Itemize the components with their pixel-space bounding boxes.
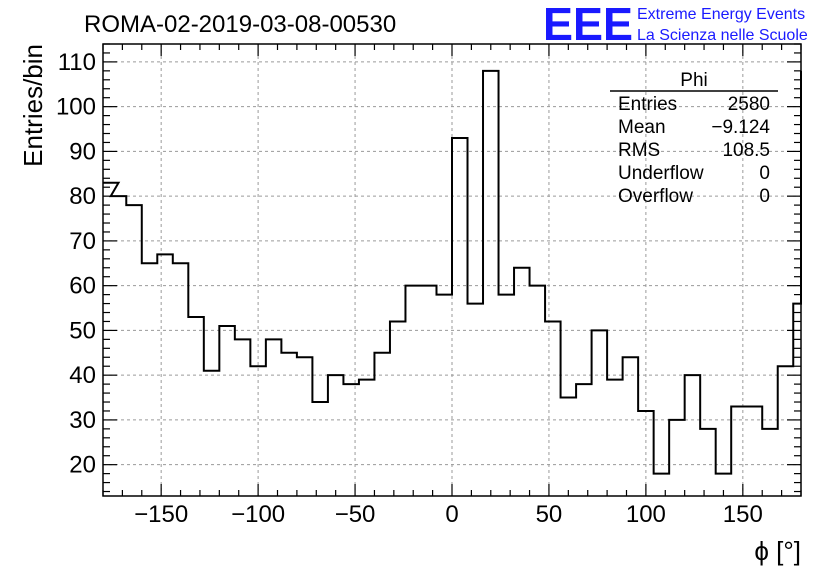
stats-label: Overflow	[618, 186, 693, 207]
eee-logo-mark: EEE	[543, 0, 633, 50]
stats-label: Mean	[618, 117, 666, 138]
stats-box: Phi Entries 2580 Mean −9.124 RMS 108.5 U…	[610, 70, 778, 207]
y-tick-label: 50	[69, 317, 96, 344]
x-tick-label: 50	[536, 501, 563, 528]
x-tick-label: −100	[231, 501, 285, 528]
x-tick-label: 0	[445, 501, 458, 528]
logo-line-1: Extreme Energy Events	[637, 6, 805, 23]
y-axis-label: Entries/bin	[18, 44, 48, 167]
y-tick-label: 70	[69, 228, 96, 255]
y-tick-label: 60	[69, 273, 96, 300]
x-tick-label: −150	[134, 501, 188, 528]
x-tick-labels: −150 −100 −50 0 50 100 150	[134, 501, 763, 528]
y-tick-labels: 20 30 40 50 60 70 80 90 100 110	[56, 49, 96, 479]
chart-title: ROMA-02-2019-03-08-00530	[84, 11, 396, 38]
stats-value: 108.5	[722, 140, 770, 161]
eee-logo: EEE Extreme Energy Events La Scienza nel…	[543, 0, 808, 50]
stats-label: Entries	[618, 94, 677, 115]
axis-ticks	[102, 43, 802, 496]
logo-line-2: La Scienza nelle Scuole	[637, 27, 808, 44]
y-tick-label: 30	[69, 407, 96, 434]
x-tick-label: 150	[723, 501, 763, 528]
x-tick-label: 100	[626, 501, 666, 528]
stats-label: RMS	[618, 140, 660, 161]
y-tick-label: 90	[69, 138, 96, 165]
y-tick-label: 20	[69, 452, 96, 479]
y-tick-label: 40	[69, 362, 96, 389]
histogram-line	[103, 69, 802, 475]
stats-value: 2580	[728, 94, 770, 115]
y-tick-label: 80	[69, 183, 96, 210]
stats-value: 0	[759, 163, 770, 184]
y-tick-label: 110	[58, 49, 96, 76]
x-tick-label: −50	[335, 501, 376, 528]
y-tick-label: 100	[56, 94, 96, 121]
stats-value: 0	[759, 186, 770, 207]
stats-title: Phi	[680, 70, 707, 91]
stats-value: −9.124	[711, 117, 770, 138]
stats-label: Underflow	[618, 163, 704, 184]
x-axis-label: ϕ [°]	[754, 536, 801, 566]
